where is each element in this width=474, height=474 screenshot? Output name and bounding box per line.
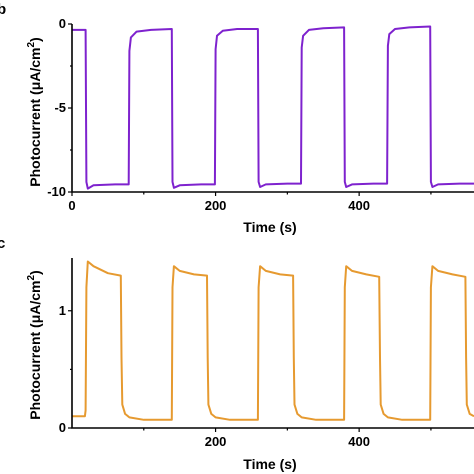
chart-panel-photocurrent-bottom: c Photocurrent (μA/cm2) Time (s) 0 1 200 40…: [0, 235, 474, 472]
x-tick-label: 200: [205, 198, 227, 213]
x-axis-label: Time (s): [243, 456, 296, 472]
y-axis-label-text: Photocurrent (μA/cm: [27, 280, 43, 419]
svg-text:Photocurrent (μA/cm2): Photocurrent (μA/cm2): [26, 270, 43, 419]
panel-label: c: [0, 235, 5, 252]
series-line: [72, 25, 474, 190]
axis-lines: [71, 24, 474, 193]
x-tick-label: 200: [205, 434, 227, 449]
x-tick-label: 400: [348, 198, 370, 213]
y-tick-label: 1: [59, 303, 66, 318]
y-tick-label: 0: [59, 16, 66, 31]
y-tick-label: -10: [47, 184, 66, 199]
y-axis-label-sup: 2: [26, 274, 37, 280]
y-axis-label-sup: 2: [26, 41, 37, 47]
axis-lines: [71, 258, 474, 429]
svg-text:Photocurrent (μA/cm2): Photocurrent (μA/cm2): [26, 37, 43, 186]
series-line: [72, 260, 474, 421]
y-axis-label: Photocurrent (μA/cm2): [26, 270, 43, 419]
y-axis-label-text: Photocurrent (μA/cm: [27, 47, 43, 186]
y-tick-label: -5: [54, 100, 66, 115]
chart-panel-photocurrent-top: b Photocurrent (μA/cm2) Time (s) 0-5-100…: [0, 1, 474, 235]
y-axis-label: Photocurrent (μA/cm2): [26, 37, 43, 186]
y-axis-label-close: ): [27, 37, 43, 42]
x-tick-label: 0: [68, 198, 75, 213]
x-tick-label: 400: [348, 434, 370, 449]
x-axis-label: Time (s): [243, 219, 296, 235]
y-axis-label-close: ): [27, 270, 43, 275]
y-tick-label: 0: [59, 420, 66, 435]
panel-label: b: [0, 1, 6, 18]
